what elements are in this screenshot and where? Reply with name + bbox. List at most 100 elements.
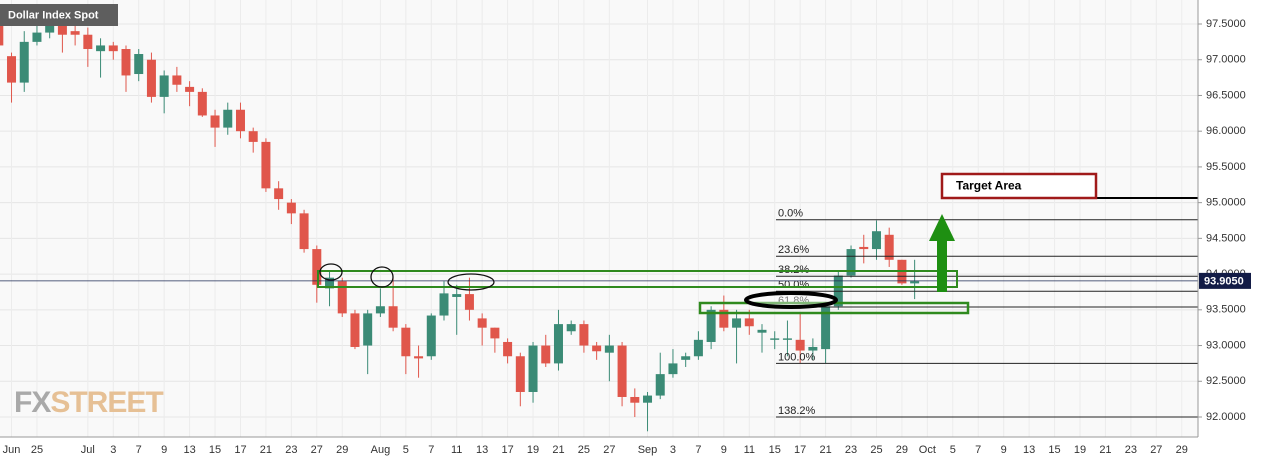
x-tick-label: 29: [896, 444, 908, 456]
candle-body: [846, 249, 856, 276]
candle-body: [871, 231, 881, 250]
candle-body: [261, 141, 271, 189]
x-tick-label: 13: [183, 444, 195, 456]
x-tick-label: 17: [234, 444, 246, 456]
target-label: Target Area: [956, 179, 1022, 193]
candle-body: [197, 91, 207, 116]
x-tick-label: 15: [209, 444, 221, 456]
candle-body: [719, 309, 729, 328]
candle-body: [592, 345, 602, 352]
last-price-tag: [1199, 272, 1251, 289]
x-tick-label: 9: [1001, 444, 1007, 456]
x-tick-label: 15: [1048, 444, 1060, 456]
candle-body: [617, 345, 627, 397]
x-tick-label: 7: [428, 444, 434, 456]
candle-body: [337, 281, 347, 314]
fib-label: 138.2%: [778, 405, 816, 417]
ellipse-marker: [744, 291, 838, 309]
title-box: [0, 4, 118, 26]
x-tick-label: 13: [1023, 444, 1035, 456]
x-tick-label: Sep: [638, 444, 658, 456]
x-tick-label: 21: [260, 444, 272, 456]
chart-title: Dollar Index Spot: [8, 9, 99, 21]
candle-body: [388, 306, 398, 328]
candle-body: [464, 294, 474, 310]
candle-body: [274, 188, 284, 200]
x-tick-label: 21: [1099, 444, 1111, 456]
fib-label: 0.0%: [778, 208, 803, 220]
x-tick-label: 5: [950, 444, 956, 456]
candle-body: [0, 16, 4, 46]
x-tick-label: 17: [794, 444, 806, 456]
x-tick-label: 29: [336, 444, 348, 456]
ellipse-marker: [319, 263, 343, 281]
x-tick-label: 11: [744, 444, 755, 456]
candle-body: [668, 363, 678, 375]
candle-body: [414, 356, 424, 359]
x-tick-label: 25: [870, 444, 882, 456]
candle-body: [910, 281, 920, 284]
x-tick-label: Oct: [919, 444, 936, 456]
candle-body: [490, 327, 500, 339]
candle-body: [375, 306, 385, 314]
candle-body: [732, 318, 742, 328]
x-tick-label: 19: [527, 444, 539, 456]
x-tick-label: 29: [1176, 444, 1188, 456]
fibonacci: 0.0%23.6%38.2%50.0%61.8%100.0%138.2%: [0, 208, 1198, 418]
x-tick-label: Aug: [371, 444, 391, 456]
candle-body: [96, 45, 106, 52]
x-tick-label: 23: [285, 444, 297, 456]
candle-body: [83, 34, 93, 50]
zone-box: [317, 270, 958, 288]
candle-body: [604, 345, 614, 353]
x-tick-label: 25: [578, 444, 590, 456]
watermark-fx: FX: [14, 386, 51, 419]
last-price-label: 93.9050: [1204, 275, 1244, 287]
ellipse-marker: [447, 273, 495, 291]
candle-body: [655, 374, 665, 396]
y-tick-label: 92.0000: [1206, 411, 1246, 423]
x-tick-label: 25: [31, 444, 43, 456]
arrow-shaft: [937, 240, 947, 292]
x-tick-label: 21: [819, 444, 831, 456]
candle-body: [859, 246, 869, 250]
candle-body: [477, 318, 487, 328]
fib-label: 23.6%: [778, 244, 809, 256]
target-box: [940, 172, 1098, 200]
candle-body: [744, 318, 754, 327]
candle-body: [439, 293, 449, 316]
candle-body: [566, 324, 576, 332]
candles: [0, 6, 920, 432]
candle-body: [884, 234, 894, 260]
x-tick-label: 17: [501, 444, 513, 456]
x-tick-label: 23: [845, 444, 857, 456]
candle-body: [681, 356, 691, 360]
x-tick-label: 9: [161, 444, 167, 456]
x-tick-label: 5: [403, 444, 409, 456]
x-tick-label: 27: [603, 444, 615, 456]
candle-body: [57, 24, 67, 35]
y-tick-label: 93.0000: [1206, 339, 1246, 351]
candle-body: [630, 396, 640, 403]
candle-body: [515, 356, 525, 392]
candle-body: [134, 54, 144, 75]
ellipse-marker: [370, 266, 394, 288]
y-tick-label: 97.5000: [1206, 18, 1246, 30]
x-tick-label: 21: [552, 444, 564, 456]
x-tick-label: Jun: [3, 444, 21, 456]
y-tick-label: 96.5000: [1206, 89, 1246, 101]
candle-body: [223, 109, 233, 128]
axis-labels: 92.000092.500093.000093.500094.000094.50…: [3, 18, 1251, 456]
candle-body: [172, 75, 182, 85]
candle-body: [808, 346, 818, 351]
candle-body: [706, 309, 716, 342]
candle-body: [553, 324, 563, 364]
candle-body: [19, 41, 29, 83]
candle-body: [643, 395, 653, 403]
x-tick-label: 3: [670, 444, 676, 456]
x-tick-label: 23: [1125, 444, 1137, 456]
candle-body: [248, 131, 258, 142]
x-tick-label: 15: [769, 444, 781, 456]
fib-label: 50.0%: [778, 279, 809, 291]
